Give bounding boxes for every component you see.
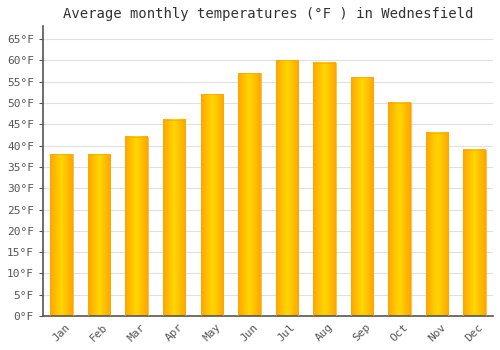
Bar [163, 120, 186, 316]
Bar [388, 103, 410, 316]
Title: Average monthly temperatures (°F ) in Wednesfield: Average monthly temperatures (°F ) in We… [63, 7, 473, 21]
Bar [350, 77, 373, 316]
Bar [313, 63, 336, 316]
Bar [238, 73, 260, 316]
Bar [276, 61, 298, 316]
Bar [463, 150, 485, 316]
Bar [88, 154, 110, 316]
Bar [126, 137, 148, 316]
Bar [200, 94, 223, 316]
Bar [50, 154, 73, 316]
Bar [426, 133, 448, 316]
